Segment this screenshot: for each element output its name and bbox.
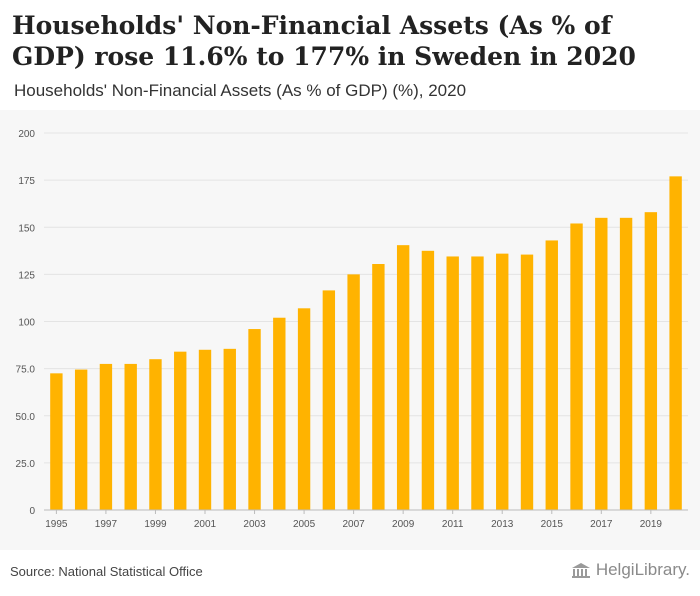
bar (570, 223, 583, 510)
brand-name: HelgiLibrary. (595, 560, 690, 579)
bar (149, 359, 162, 510)
y-tick-label: 175 (18, 176, 35, 187)
x-tick-label: 2015 (541, 519, 564, 530)
x-tick-labels: 1995 1997 1999 2001 2003 2005 2007 2009 2011 2013… (45, 519, 662, 530)
x-tick-label: 1995 (45, 519, 68, 530)
bar (595, 217, 608, 510)
x-tick-label: 2005 (293, 519, 316, 530)
bar (198, 349, 212, 510)
x-tick-label: 2007 (342, 519, 365, 530)
y-tick-labels: 0 25.0 50.0 75.0 100 125 150 175 200 (16, 129, 36, 517)
x-tick-label: 2001 (194, 519, 217, 530)
brand-logo: HelgiLibrary. (571, 560, 690, 580)
x-tick-label: 1997 (95, 519, 118, 530)
y-tick-label: 50.0 (16, 412, 36, 423)
y-tick-label: 150 (18, 223, 35, 234)
bar (124, 363, 137, 510)
grid-lines (44, 132, 688, 464)
bar (372, 264, 385, 510)
chart-title: Households' Non-Financial Assets (As % o… (12, 11, 636, 71)
bar (347, 274, 360, 510)
bar (322, 290, 336, 510)
y-tick-label: 25.0 (16, 459, 36, 470)
x-tick-label: 2003 (243, 519, 266, 530)
bar (174, 351, 187, 510)
bar (619, 217, 633, 510)
bar (297, 308, 311, 510)
bar (223, 348, 236, 510)
x-tick-label: 2017 (590, 519, 613, 530)
source-note: Source: National Statistical Office (10, 564, 203, 579)
chart-subtitle: Households' Non-Financial Assets (As % o… (14, 81, 467, 100)
bar (520, 254, 534, 510)
library-building-icon (571, 563, 590, 578)
x-tick-label: 2013 (491, 519, 514, 530)
bar (496, 253, 509, 510)
x-tick-label: 2009 (392, 519, 415, 530)
bar (644, 212, 658, 511)
bar (74, 369, 88, 510)
y-tick-label: 100 (18, 318, 35, 329)
bar (248, 329, 261, 510)
bar (421, 250, 435, 510)
bar (273, 317, 286, 510)
x-tick-label: 1999 (144, 519, 167, 530)
bar (396, 245, 410, 510)
y-tick-label: 200 (18, 129, 35, 140)
bar (99, 363, 113, 510)
bar (669, 176, 682, 510)
y-tick-label: 125 (18, 270, 35, 281)
x-tick-label: 2011 (442, 519, 464, 530)
axes (44, 509, 688, 514)
x-tick-label: 2019 (640, 519, 663, 530)
y-tick-label: 75.0 (16, 365, 36, 376)
bar (545, 240, 558, 510)
y-tick-label: 0 (29, 506, 35, 517)
bar (446, 256, 459, 510)
bar (471, 256, 484, 510)
bar (50, 373, 63, 510)
bars (50, 176, 682, 511)
chart-area: 0 25.0 50.0 75.0 100 125 150 175 200 1995 1997 199… (0, 110, 700, 550)
